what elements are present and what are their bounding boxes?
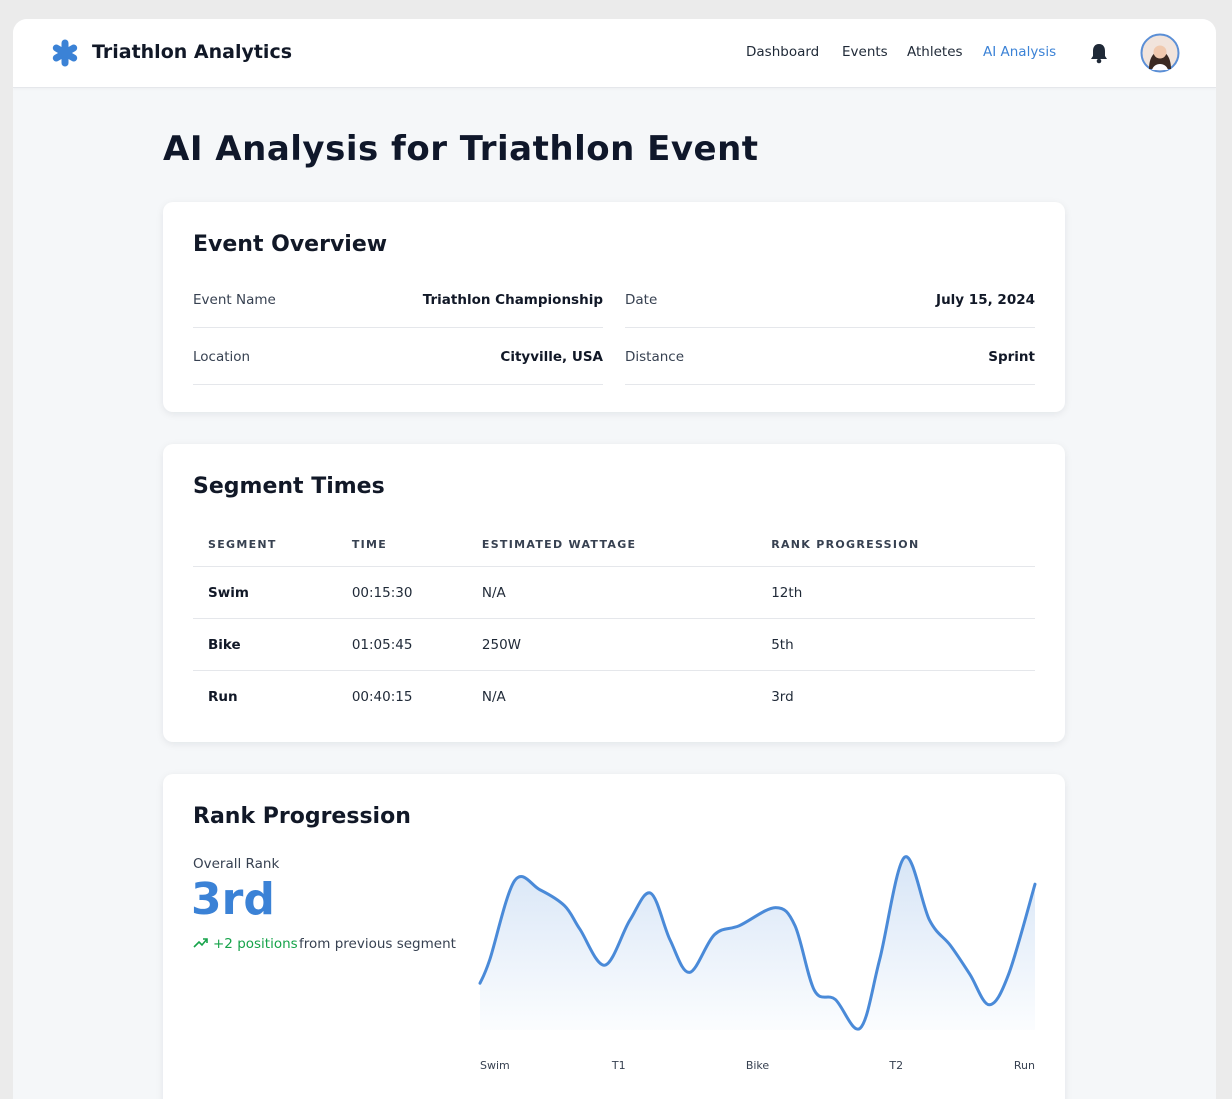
field-value: Triathlon Championship [422, 292, 603, 308]
x-tick-label: Swim [480, 1059, 510, 1072]
segment-times-card: Segment Times SEGMENT TIME ESTIMATED WATTA… [163, 444, 1065, 742]
rank-change-note: from previous segment [299, 936, 456, 952]
nav-link[interactable]: Athletes [907, 44, 963, 60]
brand-title: Triathlon Analytics [92, 41, 293, 63]
table-cell: Run [208, 688, 238, 705]
trend-icon [193, 938, 208, 948]
column-header: ESTIMATED WATTAGE [466, 522, 757, 567]
table-cell: 00:15:30 [336, 566, 467, 619]
field-label: Distance [625, 349, 685, 365]
table-head: SEGMENT TIME ESTIMATED WATTAGE RANK PROGRES… [193, 522, 1035, 567]
table-row: Bike 01:05:45 250W 5th [193, 618, 1035, 671]
column-header: TIME [336, 522, 467, 567]
x-tick-label: T2 [888, 1059, 903, 1072]
rank-line [478, 855, 1037, 1031]
area-fill [480, 856, 1035, 1030]
field-value: Cityville, USA [500, 349, 603, 365]
rank-label: Overall Rank [193, 856, 280, 872]
card-title: Event Overview [193, 232, 388, 257]
header-row: SEGMENT TIME ESTIMATED WATTAGE RANK PROGRES… [193, 522, 1035, 567]
table-cell: 00:40:15 [351, 688, 413, 705]
table-cell: N/A [466, 566, 757, 619]
field: Distance Sprint [625, 327, 1035, 385]
user-avatar[interactable] [1140, 33, 1180, 73]
x-tick-label: Bike [746, 1059, 770, 1072]
x-tick-label: Run [1014, 1059, 1035, 1072]
field-label: Date [625, 292, 658, 308]
field: Event Name Triathlon Championship [193, 270, 603, 328]
table-cell: Swim [193, 566, 337, 619]
field: Location Cityville, USA [193, 327, 603, 385]
table-row: Run 00:40:15 N/A 3rd [193, 671, 1035, 723]
app-window: Triathlon Analytics Dashboard Events Ath… [13, 19, 1216, 1099]
table-cell: 3rd [771, 688, 794, 705]
segment-table: SEGMENT TIME ESTIMATED WATTAGE RANK PROGRES… [193, 522, 1035, 722]
event-overview-card: Event Overview Event Name Triathlon Cham… [163, 202, 1065, 412]
notification-bell[interactable] [1089, 42, 1109, 64]
nav-link[interactable]: Events [842, 44, 888, 60]
rank-value: 3rd [191, 874, 275, 925]
table-cell: 5th [756, 618, 1035, 671]
nav-link[interactable]: Dashboard [746, 44, 820, 60]
field-value: July 15, 2024 [936, 292, 1035, 308]
table-cell: N/A [481, 688, 506, 705]
field-value: Sprint [988, 349, 1035, 365]
x-tick-label: T1 [611, 1059, 626, 1072]
page-title: AI Analysis for Triathlon Event [163, 129, 759, 169]
table-cell: 250W [466, 618, 757, 671]
field-label: Event Name [193, 292, 276, 308]
rank-change: +2 positions [213, 936, 298, 952]
logo-icon [52, 39, 78, 67]
table-cell: 12th [756, 566, 1035, 619]
column-header: SEGMENT [193, 522, 337, 567]
card-title: Segment Times [193, 474, 385, 499]
table-cell: 01:05:45 [336, 618, 467, 671]
rank-chart: Swim T1 Bike T2 Run [478, 855, 1037, 1072]
nav-link[interactable]: AI Analysis [983, 44, 1057, 60]
table-body: Swim 00:15:30 N/A 12th Bike 01:05:45 250W 5th Ru… [193, 566, 1035, 723]
column-header: RANK PROGRESSION [756, 522, 1035, 567]
top-bar: Triathlon Analytics Dashboard Events Ath… [13, 19, 1216, 88]
field: Date July 15, 2024 [625, 270, 1035, 328]
field-label: Location [193, 349, 251, 365]
card-title: Rank Progression [193, 804, 411, 829]
table-row: Swim 00:15:30 N/A 12th [193, 566, 1035, 619]
table-cell: Bike [193, 618, 337, 671]
